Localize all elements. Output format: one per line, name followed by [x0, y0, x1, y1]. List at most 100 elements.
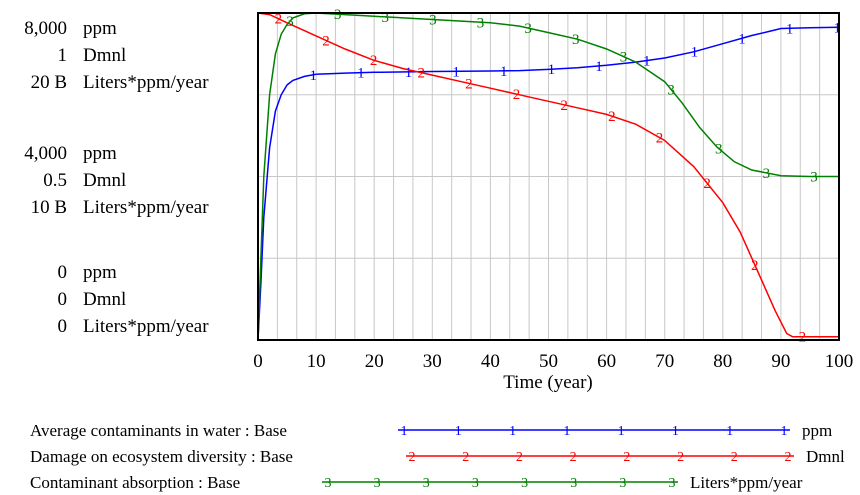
y-tick-unit: Liters*ppm/year — [83, 316, 209, 337]
legend-marker: 3 — [521, 476, 528, 491]
series-marker: 2 — [799, 330, 807, 346]
legend-marker: 1 — [563, 424, 570, 439]
series-marker: 2 — [751, 258, 759, 274]
legend: Average contaminants in water : Base 1 1 1 1… — [30, 421, 845, 492]
legend-marker: 2 — [731, 450, 738, 465]
series-marker: 1 — [500, 64, 508, 80]
series-marker: 1 — [357, 66, 365, 82]
x-axis-label: Time (year) — [503, 372, 593, 393]
legend-marker: 2 — [516, 450, 523, 465]
grid — [258, 13, 839, 340]
series-marker: 1 — [643, 53, 651, 69]
series-marker: 2 — [608, 109, 616, 125]
x-tick-label: 50 — [539, 351, 558, 372]
x-tick-label: 90 — [771, 351, 790, 372]
series-line — [257, 26, 840, 341]
series-line — [257, 12, 839, 341]
legend-marker: 1 — [455, 424, 462, 439]
legend-marker: 1 — [781, 424, 788, 439]
legend-unit: Liters*ppm/year — [690, 473, 803, 492]
legend-marker: 3 — [669, 476, 676, 491]
y-tick-unit: Liters*ppm/year — [83, 197, 209, 218]
legend-marker: 2 — [409, 450, 416, 465]
y-tick-unit: ppm — [83, 262, 117, 283]
legend-label: Damage on ecosystem diversity : Base — [30, 447, 293, 466]
legend-marker: 3 — [570, 476, 577, 491]
legend-marker: 2 — [623, 450, 630, 465]
legend-unit: ppm — [802, 421, 832, 440]
x-tick-label: 30 — [423, 351, 442, 372]
y-tick-value: 8,000 — [24, 18, 67, 39]
y-tick-value: 4,000 — [24, 143, 67, 164]
y-tick-unit: Dmnl — [83, 170, 126, 191]
plot-frame — [257, 12, 840, 341]
y-tick-value: 0.5 — [43, 170, 67, 191]
legend-marker: 1 — [509, 424, 516, 439]
legend-label: Contaminant absorption : Base — [30, 473, 240, 492]
y-tick-value: 1 — [58, 45, 68, 66]
series-marker: 3 — [429, 13, 437, 29]
series-marker: 3 — [572, 32, 580, 48]
series-marker: 3 — [715, 142, 723, 158]
y-tick-unit: ppm — [83, 143, 117, 164]
series-marker: 3 — [286, 14, 294, 30]
y-tick-value: 10 B — [31, 197, 67, 218]
series-marker: 2 — [513, 87, 521, 103]
y-tick-unit: ppm — [83, 18, 117, 39]
series-marker: 2 — [465, 76, 473, 92]
x-tick-label: 20 — [365, 351, 384, 372]
series-marker: 1 — [786, 21, 794, 37]
series-marker: 1 — [548, 62, 556, 78]
series-marker: 3 — [334, 7, 342, 23]
x-tick-label: 0 — [253, 351, 263, 372]
legend-unit: Dmnl — [806, 447, 845, 466]
legend-marker: 3 — [472, 476, 479, 491]
legend-marker: 1 — [401, 424, 408, 439]
legend-marker: 2 — [570, 450, 577, 465]
y-tick-value: 0 — [58, 316, 68, 337]
x-tick-label: 40 — [481, 351, 500, 372]
series-marker: 2 — [322, 33, 330, 49]
y-tick-unit: Dmnl — [83, 45, 126, 66]
legend-marker: 2 — [677, 450, 684, 465]
y-tick-value: 20 B — [31, 72, 67, 93]
y-tick-labels: 0 ppm 0 Dmnl 0 Liters*ppm/year 4,000 ppm 0.5 Dmnl… — [24, 18, 209, 337]
x-tick-label: 10 — [307, 351, 326, 372]
legend-marker: 2 — [462, 450, 469, 465]
series-marker: 1 — [595, 59, 603, 75]
series-line — [257, 12, 839, 338]
series-marker: 1 — [309, 68, 317, 84]
x-tick-labels: 0 10 20 30 40 50 60 70 80 90 100 — [253, 351, 853, 372]
series-marker: 1 — [738, 31, 746, 47]
x-tick-label: 70 — [655, 351, 674, 372]
y-tick-unit: Liters*ppm/year — [83, 72, 209, 93]
y-tick-value: 0 — [58, 262, 68, 283]
legend-marker: 1 — [618, 424, 625, 439]
legend-marker: 2 — [785, 450, 792, 465]
series-marker: 2 — [370, 53, 378, 69]
series-marker: 2 — [560, 98, 568, 114]
series-marker: 2 — [418, 66, 426, 82]
series-marker: 3 — [477, 15, 485, 31]
legend-marker: 1 — [726, 424, 733, 439]
series-marker: 1 — [691, 45, 699, 61]
series-marker: 2 — [703, 176, 711, 192]
series-marker: 3 — [810, 170, 818, 186]
series-marker: 2 — [656, 131, 664, 147]
series-marker: 3 — [381, 10, 389, 26]
series-marker: 2 — [275, 12, 283, 28]
x-tick-label: 100 — [825, 351, 854, 372]
y-tick-value: 0 — [58, 289, 68, 310]
legend-marker: 1 — [672, 424, 679, 439]
series-marker: 1 — [834, 20, 842, 36]
legend-label: Average contaminants in water : Base — [30, 421, 287, 440]
series-marker: 3 — [620, 50, 628, 66]
series-marker: 1 — [452, 64, 460, 80]
x-tick-label: 80 — [713, 351, 732, 372]
x-tick-label: 60 — [597, 351, 616, 372]
series-marker: 3 — [524, 21, 532, 37]
legend-marker: 3 — [325, 476, 332, 491]
series-marker: 1 — [405, 65, 413, 81]
